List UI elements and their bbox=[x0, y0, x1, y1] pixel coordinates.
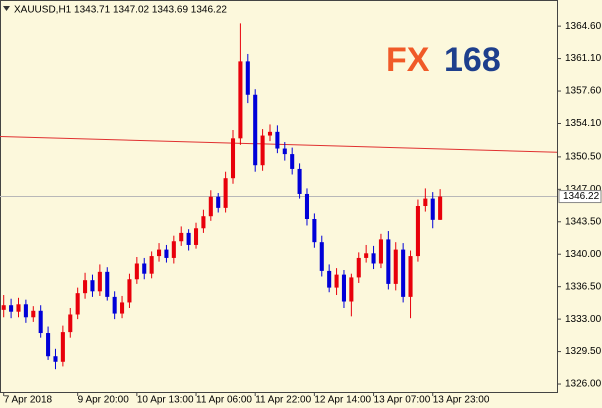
collapse-icon bbox=[3, 6, 10, 11]
candle-body bbox=[142, 263, 147, 274]
chart-title: XAUUSD,H1 1343.71 1347.02 1343.69 1346.2… bbox=[14, 5, 227, 16]
candle-body bbox=[208, 196, 213, 217]
candle-body bbox=[223, 178, 228, 208]
candle-body bbox=[260, 135, 265, 166]
candle-body bbox=[275, 131, 280, 149]
candle-body bbox=[164, 249, 169, 258]
candle-body bbox=[415, 206, 420, 257]
x-tick-label: 10 Apr 13:00 bbox=[137, 395, 194, 406]
candle-body bbox=[90, 280, 95, 292]
candle-body bbox=[267, 131, 273, 136]
candle-body bbox=[31, 310, 36, 318]
candle-body bbox=[97, 271, 102, 292]
candle-body bbox=[319, 242, 324, 271]
y-tick-label: 1364.60 bbox=[565, 21, 602, 32]
x-tick-label: 9 Apr 20:00 bbox=[78, 395, 130, 406]
candle-body bbox=[38, 310, 43, 334]
candle-body bbox=[401, 249, 406, 297]
y-tick-label: 1361.10 bbox=[565, 53, 602, 64]
candle-body bbox=[83, 280, 88, 294]
x-tick-label: 11 Apr 22:00 bbox=[255, 395, 311, 406]
candle-body bbox=[112, 296, 117, 314]
chart-layer: 1364.60 1361.10 1357.60 1354.10 1350.50 1347.… bbox=[0, 21, 602, 406]
y-tick-label: 1329.50 bbox=[565, 346, 602, 357]
y-tick-label: 1336.50 bbox=[565, 281, 602, 292]
x-tick-label: 13 Apr 07:00 bbox=[374, 395, 431, 406]
candle-body bbox=[438, 196, 443, 220]
candle-body bbox=[1, 305, 6, 310]
logo-168: 168 bbox=[444, 41, 501, 79]
candle-body bbox=[238, 61, 243, 139]
candle-body bbox=[186, 232, 191, 245]
y-tick-label: 1350.50 bbox=[565, 152, 602, 163]
candle-body bbox=[171, 241, 176, 258]
candle-body bbox=[327, 270, 332, 288]
candle-body bbox=[216, 196, 221, 208]
y-tick-label: 1340.00 bbox=[565, 249, 602, 260]
candle-body bbox=[120, 302, 125, 314]
candle-body bbox=[386, 239, 391, 284]
candle-body bbox=[378, 239, 383, 264]
x-tick-label: 11 Apr 06:00 bbox=[196, 395, 252, 406]
price-label: 1346.22 bbox=[563, 191, 600, 202]
candle-body bbox=[290, 154, 295, 169]
y-tick-label: 1354.10 bbox=[565, 118, 602, 129]
y-tick-label: 1357.60 bbox=[565, 86, 602, 97]
candle-body bbox=[53, 356, 58, 362]
candle-body bbox=[253, 94, 258, 166]
candle-body bbox=[349, 277, 354, 302]
candle-body bbox=[356, 257, 361, 278]
candle-body bbox=[430, 198, 435, 220]
candle-body bbox=[230, 138, 236, 179]
x-tick-label: 12 Apr 14:00 bbox=[314, 395, 371, 406]
candle-body bbox=[134, 263, 139, 280]
candle-body bbox=[193, 228, 199, 245]
x-tick-label: 7 Apr 2018 bbox=[4, 395, 53, 406]
y-tick-label: 1326.00 bbox=[565, 379, 602, 390]
candle-body bbox=[149, 256, 154, 274]
candle-body bbox=[16, 304, 21, 312]
candle-body bbox=[341, 274, 346, 302]
candle-body bbox=[364, 253, 369, 258]
candle-body bbox=[157, 249, 162, 257]
y-tick-label: 1333.00 bbox=[565, 314, 602, 325]
y-tick-label: 1343.50 bbox=[565, 216, 602, 227]
candle-body bbox=[179, 232, 184, 242]
candle-body bbox=[127, 279, 132, 303]
candle-body bbox=[23, 304, 28, 318]
candle-body bbox=[9, 305, 14, 312]
x-tick-label: 13 Apr 23:00 bbox=[433, 395, 490, 406]
candle-body bbox=[46, 333, 51, 357]
logo-fx: FX bbox=[386, 41, 430, 79]
candle-body bbox=[282, 148, 287, 155]
candle-body bbox=[201, 216, 206, 229]
candle-body bbox=[371, 253, 376, 264]
candle-body bbox=[68, 314, 73, 333]
candle-body bbox=[393, 249, 398, 284]
y-tick-label: 1347.00 bbox=[565, 184, 602, 195]
price-box bbox=[558, 190, 602, 204]
candle-body bbox=[334, 274, 339, 288]
candle-body bbox=[408, 256, 413, 297]
candle-body bbox=[75, 293, 80, 315]
candle-body bbox=[297, 168, 302, 194]
candle-body bbox=[245, 61, 250, 95]
candle-body bbox=[312, 218, 317, 243]
candle-body bbox=[423, 198, 428, 207]
candle-body bbox=[60, 332, 65, 362]
candle-body bbox=[304, 193, 310, 219]
candle-body bbox=[105, 271, 110, 297]
